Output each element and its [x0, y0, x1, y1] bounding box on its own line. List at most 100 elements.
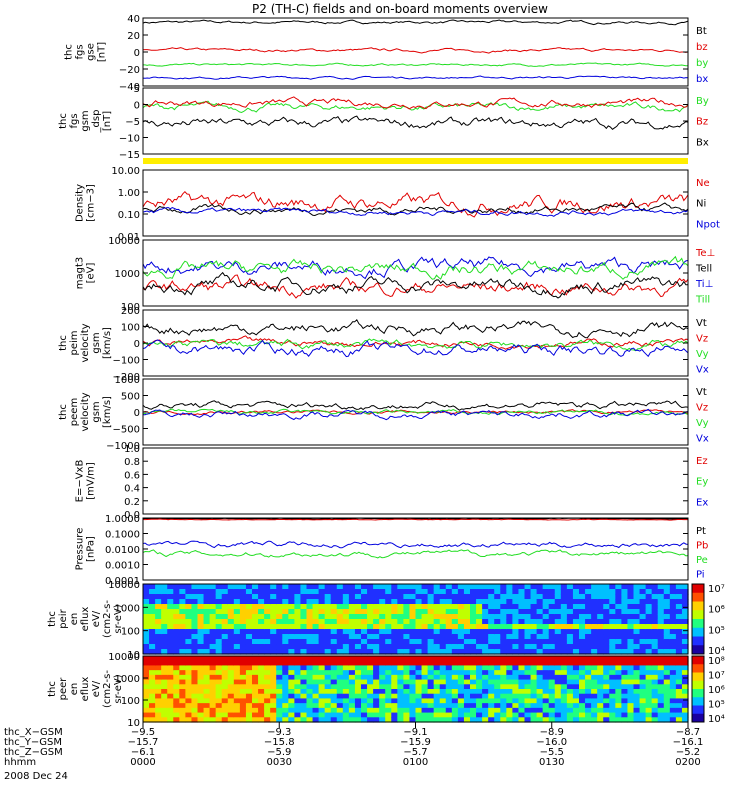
heatmap-cell [361, 629, 368, 635]
heatmap-cell [530, 629, 538, 635]
heatmap-cell [627, 609, 635, 615]
heatmap-cell [173, 604, 180, 610]
heatmap-cell [403, 707, 411, 714]
heatmap-cell [633, 644, 641, 650]
heatmap-cell [681, 584, 689, 590]
heatmap-cell [149, 712, 156, 718]
heatmap-cell [651, 629, 659, 635]
heatmap-cell [379, 712, 386, 718]
heatmap-cell [463, 660, 471, 667]
heatmap-cell [579, 660, 586, 667]
heatmap-cell [409, 656, 417, 662]
heatmap-cell [203, 599, 211, 605]
heatmap-cell [675, 717, 683, 723]
heatmap-cell [336, 614, 344, 620]
heatmap-cell [585, 717, 592, 723]
heatmap-cell [554, 670, 562, 676]
heatmap-cell [215, 639, 223, 645]
heatmap-cell [463, 689, 471, 695]
heatmap-cell [476, 656, 483, 662]
heatmap-cell [361, 639, 368, 645]
heatmap-cell [282, 698, 289, 704]
heatmap-cell [403, 589, 411, 595]
heatmap-cell [572, 634, 580, 640]
heatmap-cell [373, 584, 380, 590]
heatmap-cell [633, 624, 641, 630]
heatmap-cell [554, 703, 562, 709]
heatmap-cell [476, 674, 483, 681]
heatmap-cell [318, 634, 326, 640]
heatmap-cell [330, 674, 338, 681]
heatmap-cell [185, 698, 193, 704]
heatmap-cell [518, 599, 526, 605]
heatmap-cell [239, 679, 247, 685]
heatmap-cell [161, 594, 168, 600]
heatmap-cell [512, 684, 520, 690]
heatmap-cell [300, 594, 308, 600]
heatmap-cell [367, 698, 374, 704]
heatmap-cell [421, 644, 429, 650]
heatmap-cell [282, 656, 289, 662]
heatmap-cell [560, 665, 568, 671]
heatmap-cell [621, 684, 629, 690]
heatmap-cell [663, 693, 671, 700]
heatmap-cell [330, 634, 338, 640]
heatmap-cell [615, 665, 622, 671]
heatmap-cell [663, 644, 671, 650]
heatmap-cell [639, 629, 647, 635]
series-line-bz [142, 47, 689, 54]
heatmap-cell [270, 589, 277, 595]
heatmap-cell [167, 599, 174, 605]
heatmap-cell [191, 594, 199, 600]
heatmap-cell [560, 660, 568, 667]
heatmap-cell [354, 684, 362, 690]
heatmap-cell [657, 594, 665, 600]
heatmap-cell [470, 594, 477, 600]
heatmap-cell [167, 679, 174, 685]
heatmap-cell [245, 674, 253, 681]
heatmap-cell [233, 689, 241, 695]
heatmap-cell [572, 717, 580, 723]
heatmap-cell [409, 584, 417, 590]
heatmap-cell [439, 684, 447, 690]
colorbar-segment [692, 705, 704, 715]
heatmap-cell [209, 712, 217, 718]
heatmap-cell [645, 698, 653, 704]
heatmap-cell [379, 604, 386, 610]
heatmap-cell [651, 670, 659, 676]
heatmap-cell [657, 599, 665, 605]
heatmap-cell [348, 619, 356, 625]
heatmap-cell [476, 619, 483, 625]
heatmap-cell [572, 609, 580, 615]
heatmap-cell [657, 609, 665, 615]
heatmap-cell [239, 674, 247, 681]
heatmap-cell [409, 670, 417, 676]
heatmap-cell [330, 670, 338, 676]
heatmap-cell [215, 703, 223, 709]
heatmap-cell [276, 717, 283, 723]
heatmap-cell [179, 679, 186, 685]
legend-item: Bz [696, 117, 708, 128]
heatmap-cell [445, 670, 453, 676]
heatmap-cell [215, 712, 223, 718]
heatmap-cell [445, 604, 453, 610]
heatmap-cell [651, 619, 659, 625]
heatmap-cell [482, 674, 489, 681]
heatmap-cell [427, 707, 435, 714]
heatmap-cell [597, 614, 604, 620]
y-tick-label: 0.4 [124, 484, 140, 495]
heatmap-cell [397, 589, 404, 595]
heatmap-cell [282, 703, 289, 709]
heatmap-cell [639, 594, 647, 600]
heatmap-cell [445, 660, 453, 667]
y-tick-label: 40 [127, 14, 140, 25]
heatmap-cell [445, 629, 453, 635]
heatmap-cell [470, 589, 477, 595]
heatmap-cell [470, 614, 477, 620]
heatmap-cell [367, 670, 374, 676]
heatmap-cell [669, 717, 677, 723]
heatmap-cell [203, 629, 211, 635]
heatmap-cell [258, 639, 265, 645]
heatmap-cell [282, 674, 289, 681]
